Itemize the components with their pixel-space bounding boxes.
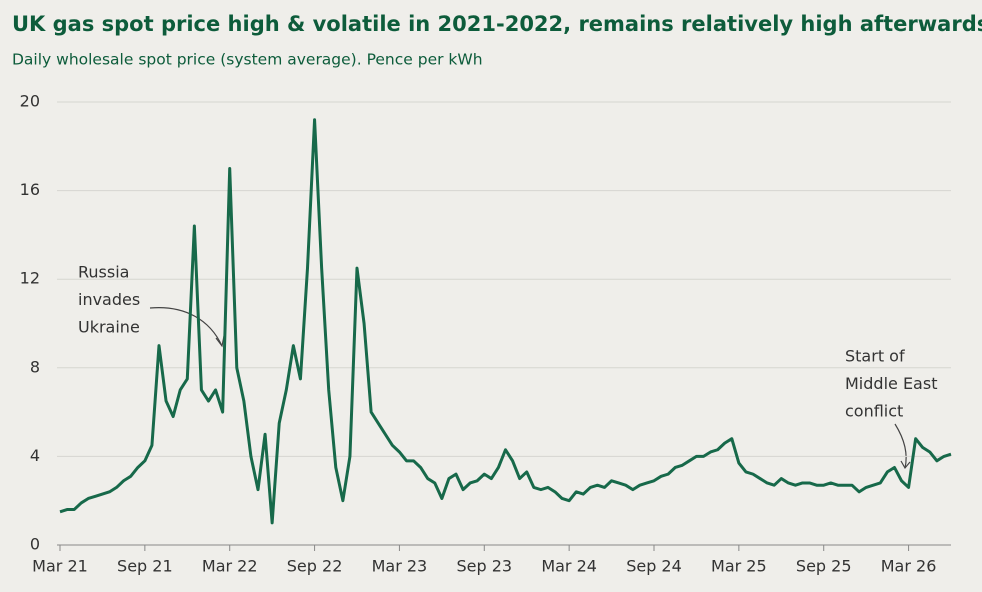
x-tick-label: Mar 26: [881, 557, 937, 576]
y-tick-label: 8: [30, 357, 40, 376]
annotation: conflict: [845, 402, 903, 421]
annotation-arrowhead: [900, 460, 911, 470]
x-tick-label: Sep 22: [287, 557, 343, 576]
y-tick-label: 20: [20, 92, 40, 111]
y-tick-label: 0: [30, 535, 40, 554]
y-tick-label: 4: [30, 446, 40, 465]
x-tick-label: Mar 21: [32, 557, 88, 576]
x-tick-label: Sep 21: [117, 557, 173, 576]
annotation: Russia: [78, 263, 129, 282]
x-tick-label: Mar 22: [202, 557, 258, 576]
chart-title: UK gas spot price high & volatile in 202…: [12, 12, 982, 36]
y-tick-label: 16: [20, 180, 40, 199]
chart-subtitle: Daily wholesale spot price (system avera…: [12, 51, 483, 69]
x-tick-label: Mar 23: [372, 557, 428, 576]
x-tick-label: Mar 25: [711, 557, 767, 576]
x-tick-label: Mar 24: [541, 557, 597, 576]
price-line: [59, 118, 952, 525]
annotation: Middle East: [845, 374, 937, 393]
x-tick-label: Sep 23: [456, 557, 512, 576]
annotation-arrow: [894, 423, 907, 469]
annotation: invades: [78, 290, 140, 309]
y-tick-label: 12: [20, 269, 40, 288]
annotation-arrow: [149, 307, 223, 347]
x-tick-label: Sep 24: [626, 557, 682, 576]
x-tick-label: Sep 25: [796, 557, 852, 576]
annotation: Ukraine: [78, 318, 140, 337]
annotation: Start of: [845, 347, 905, 366]
